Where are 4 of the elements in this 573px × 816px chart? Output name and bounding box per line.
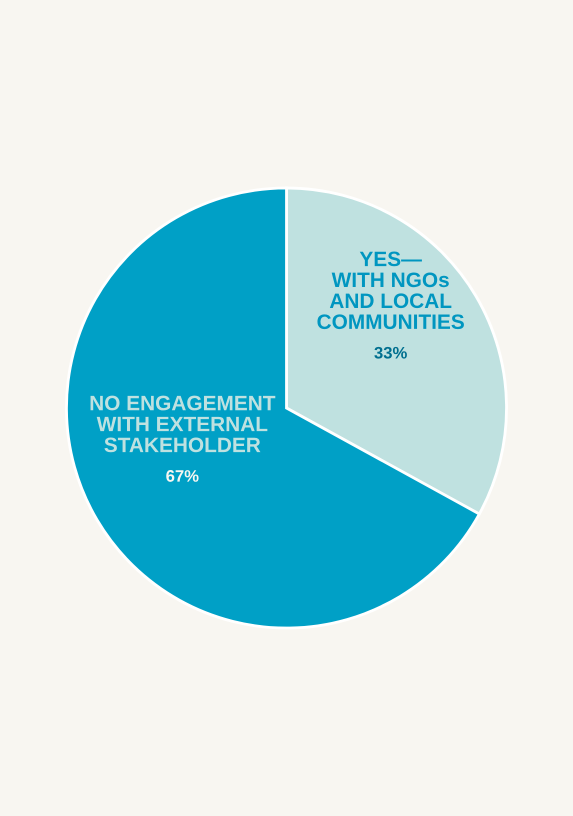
- data-label: 67%: [166, 470, 199, 482]
- slice-label: NO ENGAGEMENT WITH EXTERNAL STAKEHOLDER: [90, 396, 276, 452]
- slice-label: YES— WITH NGOs AND LOCAL COMMUNITIES: [317, 252, 464, 330]
- data-label: 33%: [374, 346, 407, 359]
